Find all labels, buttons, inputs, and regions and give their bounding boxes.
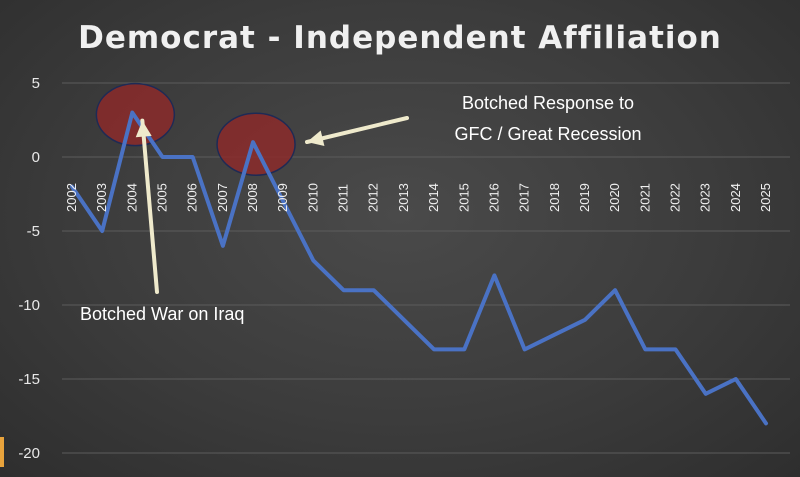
x-tick-label: 2010 xyxy=(305,183,320,212)
x-tick-label: 2008 xyxy=(245,183,260,212)
x-tick-label: 2005 xyxy=(155,183,170,212)
x-tick-label: 2014 xyxy=(426,183,441,212)
y-axis-ticks: 5 0 -5 -10 -15 -20 xyxy=(18,75,40,462)
x-tick-label: 2020 xyxy=(607,183,622,212)
x-tick-label: 2013 xyxy=(396,183,411,212)
arrow-shaft xyxy=(305,116,409,144)
x-tick-label: 2002 xyxy=(64,183,79,212)
x-tick-label: 2016 xyxy=(486,183,501,212)
x-axis-ticks: 2002 2003 2004 2005 2006 2007 2008 2009 2010 2011… xyxy=(64,183,773,212)
x-tick-label: 2007 xyxy=(215,183,230,212)
x-tick-label: 2023 xyxy=(698,183,713,212)
x-tick-label: 2006 xyxy=(185,183,200,212)
annotations: Botched War on Iraq Botched Response to … xyxy=(80,93,642,324)
accent-bar xyxy=(0,437,4,467)
x-tick-label: 2012 xyxy=(366,183,381,212)
y-tick-label: -15 xyxy=(18,371,40,388)
x-tick-label: 2021 xyxy=(637,183,652,212)
annotation-iraq: Botched War on Iraq xyxy=(80,304,244,324)
annotation-gfc-line1: Botched Response to xyxy=(462,93,634,113)
x-tick-label: 2024 xyxy=(728,183,743,212)
x-tick-label: 2003 xyxy=(94,183,109,212)
x-tick-label: 2011 xyxy=(336,184,351,212)
series-group xyxy=(70,110,768,426)
gridlines xyxy=(62,82,790,454)
y-tick-label: 0 xyxy=(32,149,40,166)
y-tick-label: -5 xyxy=(27,223,40,240)
x-tick-label: 2009 xyxy=(275,183,290,212)
x-tick-label: 2015 xyxy=(456,183,471,212)
x-tick-label: 2022 xyxy=(667,183,682,212)
x-tick-label: 2018 xyxy=(547,183,562,212)
arrow-head xyxy=(307,130,325,147)
x-tick-label: 2017 xyxy=(517,183,532,212)
y-tick-label: -10 xyxy=(18,297,40,314)
arrow-head xyxy=(135,120,152,138)
x-tick-label: 2004 xyxy=(124,183,139,212)
annotation-gfc-line2: GFC / Great Recession xyxy=(454,124,641,144)
annotation-arrows xyxy=(135,116,409,294)
y-tick-label: -20 xyxy=(18,445,40,462)
x-tick-label: 2019 xyxy=(577,183,592,212)
series-line xyxy=(70,110,768,426)
x-tick-label: 2025 xyxy=(758,183,773,212)
chart-title: Democrat - Independent Affiliation xyxy=(78,20,722,56)
y-tick-label: 5 xyxy=(32,75,40,92)
arrow-shaft xyxy=(140,118,159,294)
